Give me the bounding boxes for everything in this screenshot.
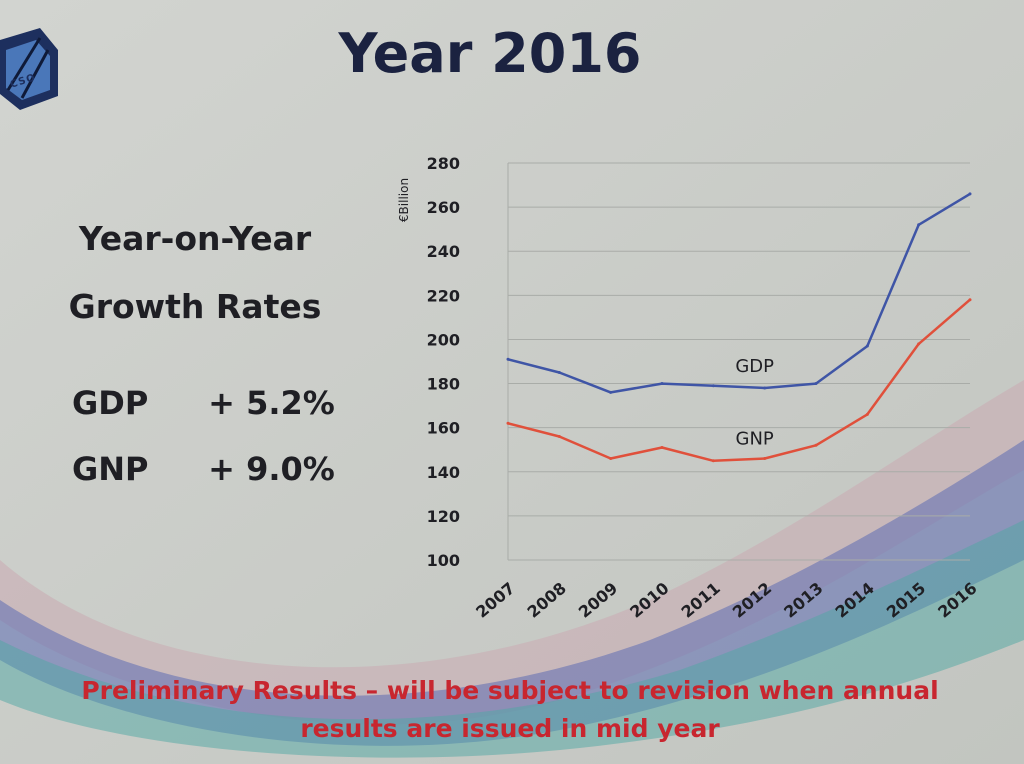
data-point-gdp-2014 bbox=[865, 344, 869, 348]
swoosh-pink bbox=[0, 380, 1024, 725]
data-point-gdp-2009 bbox=[609, 390, 613, 394]
x-tick-label-2015: 2015 bbox=[883, 579, 929, 622]
data-point-gdp-2013 bbox=[814, 382, 818, 386]
footnote-line-2: results are issued in mid year bbox=[300, 714, 720, 743]
data-point-gnp-2014 bbox=[865, 412, 869, 416]
data-point-gnp-2013 bbox=[814, 443, 818, 447]
series-line-gdp bbox=[507, 192, 971, 394]
data-point-gnp-2010 bbox=[660, 446, 664, 450]
swoosh-teal bbox=[0, 520, 1024, 758]
data-point-gdp-2008 bbox=[557, 371, 561, 375]
growth-rates-heading: Year-on-Year Growth Rates bbox=[40, 205, 350, 341]
rate-label-gnp: GNP bbox=[72, 450, 149, 488]
y-tick-label-180: 180 bbox=[427, 375, 460, 394]
x-tick-label-2012: 2012 bbox=[729, 579, 775, 622]
data-point-gnp-2011 bbox=[711, 459, 715, 463]
data-point-gnp-2012 bbox=[763, 457, 767, 461]
y-tick-label-120: 120 bbox=[427, 507, 460, 526]
series-label-gdp: GDP bbox=[735, 356, 774, 377]
gdp-gnp-line-chart: 100 120 140 160 180 200 220 240 260 280 €Billion 20… bbox=[397, 154, 981, 622]
y-tick-label-160: 160 bbox=[427, 419, 460, 438]
y-tick-label-200: 200 bbox=[427, 330, 460, 349]
y-tick-label-260: 260 bbox=[427, 198, 460, 217]
x-tick-label-2007: 2007 bbox=[472, 579, 518, 622]
data-point-gdp-2015 bbox=[917, 223, 921, 227]
growth-rates-list: GDP + 5.2% GNP + 9.0% bbox=[72, 378, 335, 510]
footnote-line-1: Preliminary Results – will be subject to… bbox=[81, 676, 939, 705]
x-tick-label-2008: 2008 bbox=[524, 579, 570, 622]
rate-value-gdp: + 5.2% bbox=[208, 384, 335, 422]
series-line-gnp bbox=[507, 298, 971, 463]
y-tick-label-220: 220 bbox=[427, 286, 460, 305]
y-tick-label-140: 140 bbox=[427, 463, 460, 482]
x-tick-label-2009: 2009 bbox=[575, 579, 621, 622]
data-point-gnp-2015 bbox=[917, 342, 921, 346]
y-tick-label-240: 240 bbox=[427, 242, 460, 261]
slide-title: Year 2016 bbox=[338, 22, 642, 85]
preliminary-results-note: Preliminary Results – will be subject to… bbox=[20, 672, 1000, 748]
y-axis-title: €Billion bbox=[397, 178, 411, 222]
y-tick-label-100: 100 bbox=[427, 551, 460, 570]
data-point-gnp-2016 bbox=[968, 298, 972, 302]
x-tick-label-2013: 2013 bbox=[780, 579, 826, 622]
data-point-gnp-2009 bbox=[609, 457, 613, 461]
data-point-gnp-2007 bbox=[506, 421, 510, 425]
data-point-gnp-2008 bbox=[557, 434, 561, 438]
x-tick-label-2011: 2011 bbox=[678, 579, 724, 622]
heading-line-2: Growth Rates bbox=[68, 287, 322, 326]
data-point-gdp-2011 bbox=[711, 384, 715, 388]
x-tick-label-2016: 2016 bbox=[934, 579, 980, 622]
data-point-gdp-2012 bbox=[763, 386, 767, 390]
cso-logo bbox=[0, 28, 58, 110]
rate-label-gdp: GDP bbox=[72, 384, 149, 422]
x-tick-label-2010: 2010 bbox=[626, 579, 672, 622]
rate-value-gnp: + 9.0% bbox=[208, 450, 335, 488]
heading-line-1: Year-on-Year bbox=[78, 219, 312, 258]
rate-row-gdp: GDP + 5.2% bbox=[72, 378, 335, 444]
y-tick-label-280: 280 bbox=[427, 154, 460, 173]
x-tick-label-2014: 2014 bbox=[832, 579, 878, 622]
data-point-gdp-2007 bbox=[506, 357, 510, 361]
rate-row-gnp: GNP + 9.0% bbox=[72, 444, 335, 510]
series-label-gnp: GNP bbox=[736, 429, 774, 450]
data-point-gdp-2016 bbox=[968, 192, 972, 196]
data-point-gdp-2010 bbox=[660, 382, 664, 386]
